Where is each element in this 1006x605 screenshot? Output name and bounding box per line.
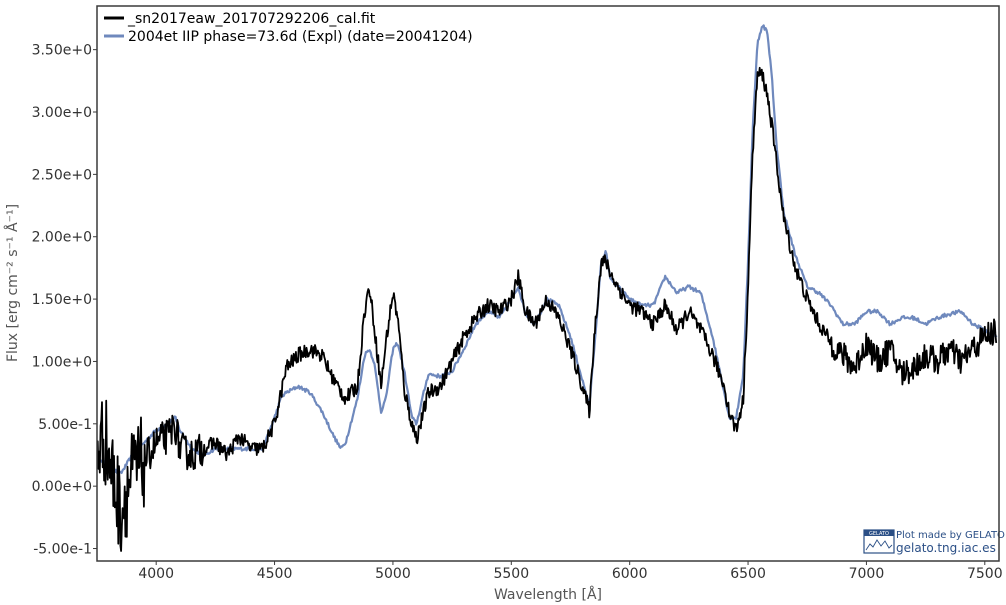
gelato-badge-bar [864, 530, 894, 536]
gelato-logo-squiggle [865, 539, 893, 551]
x-tick-label: 5000 [375, 566, 411, 582]
y-tick-label: 5.00e-1 [38, 417, 92, 433]
plot-frame [96, 5, 1000, 562]
gelato-badge-text: GELATO [869, 531, 889, 537]
x-tick-label: 4000 [138, 566, 174, 582]
x-tick-label: 5500 [493, 566, 529, 582]
y-tick-label: 3.50e+0 [32, 43, 92, 59]
x-tick-label: 4500 [257, 566, 293, 582]
x-tick-label: 7500 [967, 566, 1003, 582]
credit-line1: Plot made by GELATO [896, 530, 1005, 541]
y-tick-label: 1.00e+0 [32, 354, 92, 370]
y-tick-label: -5.00e-1 [33, 542, 92, 558]
y-tick-label: 3.00e+0 [32, 105, 92, 121]
x-tick-label: 7000 [849, 566, 885, 582]
y-tick-label: 0.00e+0 [32, 479, 92, 495]
legend: _sn2017eaw_201707292206_cal.fit 2004et II… [104, 11, 473, 45]
y-axis-label: Flux [erg cm⁻² s⁻¹ Å⁻¹] [4, 204, 21, 362]
series-line-0 [97, 66, 998, 552]
y-tick-label: 2.00e+0 [32, 230, 92, 246]
x-axis-label: Wavelength [Å] [494, 586, 602, 603]
legend-label-1: 2004et IIP phase=73.6d (Expl) (date=2004… [128, 29, 473, 45]
plot-area [97, 24, 998, 552]
legend-label-0: _sn2017eaw_201707292206_cal.fit [127, 11, 376, 27]
x-axis-ticks: 4000 4500 5000 5500 6000 6500 7000 7500 [138, 561, 1003, 582]
x-tick-label: 6000 [612, 566, 648, 582]
credit-line2: gelato.tng.iac.es [896, 541, 996, 555]
y-tick-label: 1.50e+0 [32, 292, 92, 308]
gelato-credit: GELATO Plot made by GELATO gelato.tng.ia… [863, 529, 1005, 555]
y-tick-label: 2.50e+0 [32, 167, 92, 183]
y-axis-ticks: -5.00e-1 0.00e+0 5.00e-1 1.00e+0 1.50e+0 2.00… [32, 43, 97, 558]
x-tick-label: 6500 [730, 566, 766, 582]
